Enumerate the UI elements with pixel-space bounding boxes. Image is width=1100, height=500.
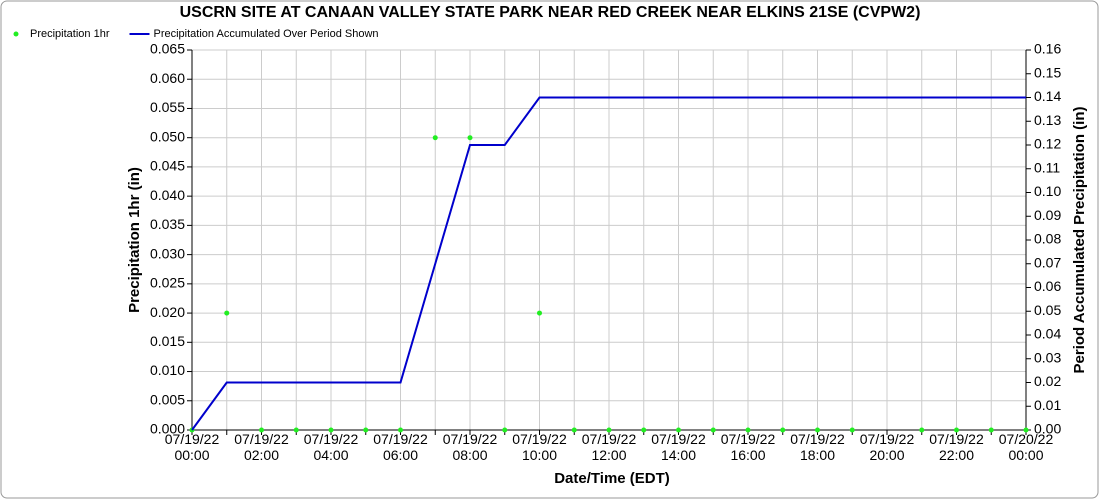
point: [328, 427, 334, 433]
y2-tick-label: 0.02: [1034, 373, 1061, 389]
y-tick-label: 0.020: [150, 304, 185, 320]
y2-tick-label: 0.15: [1034, 64, 1061, 80]
x-tick-label: 07/19/22 14:00: [651, 431, 706, 463]
point: [780, 427, 786, 433]
y2-tick-label: 0.04: [1034, 326, 1061, 342]
y2-tick-label: 0.07: [1034, 254, 1061, 270]
y-tick-label: 0.015: [150, 333, 185, 349]
legend-marker: [13, 31, 19, 37]
x-axis-title: Date/Time (EDT): [554, 470, 670, 487]
point: [745, 427, 751, 433]
x-tick-label: 07/19/22 18:00: [790, 431, 845, 463]
y-tick-label: 0.060: [150, 70, 185, 86]
point: [293, 427, 299, 433]
legend-label: Precipitation Accumulated Over Period Sh…: [154, 28, 379, 40]
point: [641, 427, 647, 433]
y-tick-label: 0.025: [150, 275, 185, 291]
chart-title: USCRN SITE AT CANAAN VALLEY STATE PARK N…: [180, 4, 921, 21]
x-tick-label: 07/20/22 00:00: [998, 431, 1054, 463]
y2-tick-label: 0.14: [1034, 88, 1061, 104]
point: [988, 427, 994, 433]
x-tick-label: 07/19/22 22:00: [929, 431, 984, 463]
point: [502, 427, 508, 433]
y2-tick-label: 0.10: [1034, 183, 1061, 199]
y-tick-label: 0.010: [150, 362, 185, 378]
y2-tick-label: 0.05: [1034, 302, 1061, 318]
y2-tick-label: 0.08: [1034, 231, 1061, 247]
point: [259, 427, 264, 433]
point: [224, 310, 230, 316]
x-tick-label: 07/19/22 02:00: [234, 431, 289, 463]
y2-tick-label: 0.12: [1034, 136, 1061, 152]
legend-label: Precipitation 1hr: [30, 28, 110, 40]
y-tick-label: 0.050: [150, 128, 185, 144]
point: [1023, 427, 1029, 433]
point: [571, 427, 577, 433]
y2-tick-label: 0.00: [1034, 421, 1061, 437]
x-tick-label: 07/19/22 16:00: [720, 431, 776, 463]
x-tick-label: 07/19/22 06:00: [373, 431, 428, 463]
y2-axis-title: Period Accumulated Precipitation (in): [1071, 107, 1088, 374]
x-tick-label: 07/19/22 00:00: [164, 431, 220, 463]
x-tick-label: 07/19/22 10:00: [512, 431, 567, 463]
point: [363, 427, 369, 433]
y2-tick-label: 0.09: [1034, 207, 1061, 223]
y-tick-label: 0.030: [150, 245, 185, 261]
x-tick-label: 07/19/22 20:00: [859, 431, 915, 463]
x-tick-label: 07/19/22 12:00: [581, 431, 637, 463]
y2-tick-label: 0.03: [1034, 349, 1061, 365]
y-tick-label: 0.045: [150, 158, 185, 174]
point: [676, 427, 681, 433]
point: [606, 427, 612, 433]
point: [467, 135, 473, 141]
y-tick-label: 0.000: [150, 421, 185, 437]
y-tick-label: 0.005: [150, 391, 185, 407]
x-tick-label: 07/19/22 08:00: [442, 431, 498, 463]
point: [954, 427, 959, 433]
y2-tick-label: 0.01: [1034, 397, 1061, 413]
point: [710, 427, 716, 433]
y-axis-title: Precipitation 1hr (in): [126, 167, 143, 313]
point: [537, 310, 542, 316]
y2-tick-label: 0.13: [1034, 112, 1061, 128]
point: [432, 135, 438, 141]
y-tick-label: 0.040: [150, 187, 185, 203]
point: [849, 427, 855, 433]
y-tick-label: 0.035: [150, 216, 185, 232]
point: [398, 427, 403, 433]
y-tick-label: 0.065: [150, 41, 185, 57]
y2-tick-label: 0.11: [1034, 159, 1060, 175]
y2-tick-label: 0.16: [1034, 41, 1061, 57]
y2-tick-label: 0.06: [1034, 278, 1061, 294]
point: [919, 427, 925, 433]
point: [815, 427, 820, 433]
y-tick-label: 0.055: [150, 99, 185, 115]
line: [191, 96, 1026, 431]
x-tick-label: 07/19/22 04:00: [303, 431, 359, 463]
